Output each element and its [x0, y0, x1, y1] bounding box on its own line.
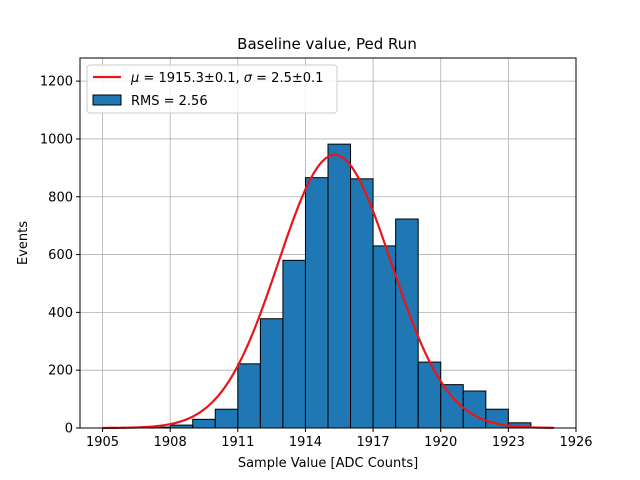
- legend-rms-patch-swatch: [92, 94, 122, 106]
- y-axis-label: Events: [16, 221, 31, 265]
- x-tick-label-5: 1920: [424, 435, 457, 450]
- x-tick-label-7: 1926: [559, 435, 592, 450]
- legend-rms-label: RMS = 2.56: [131, 94, 208, 109]
- legend-mu-symbol: μ: [130, 71, 139, 86]
- y-tick-label-1: 200: [48, 364, 73, 379]
- legend-mu-value: = 1915.3±0.1,: [139, 71, 243, 86]
- x-tick-label-3: 1914: [289, 435, 322, 450]
- histogram-bar-1910: [214, 408, 239, 429]
- x-tick-label-6: 1923: [492, 435, 525, 450]
- legend-sigma-value: = 2.5±0.1: [252, 71, 323, 86]
- histogram-bar-1919: [417, 361, 442, 429]
- legend-box: [86, 64, 338, 114]
- histogram-bar-1915: [327, 143, 352, 429]
- histogram-bar-1916: [350, 178, 374, 429]
- y-tick-label-6: 1200: [40, 75, 73, 90]
- histogram-bar-1920: [440, 384, 464, 429]
- chart-title: Baseline value, Ped Run: [237, 35, 417, 53]
- x-axis-label: Sample Value [ADC Counts]: [238, 456, 418, 471]
- x-tick-label-2: 1911: [221, 435, 254, 450]
- histogram-bar-1909: [192, 418, 216, 429]
- histogram-bar-1914: [304, 177, 329, 429]
- histogram-bar-1918: [395, 218, 419, 429]
- y-tick-label-4: 800: [48, 190, 73, 205]
- y-tick-label-5: 1000: [40, 132, 73, 147]
- x-tick-label-4: 1917: [357, 435, 390, 450]
- legend-fit-label: μ = 1915.3±0.1, σ = 2.5±0.1: [130, 71, 323, 86]
- x-tick-label-0: 1905: [86, 435, 119, 450]
- y-axis-ticks: 0 200 400 600 800 1000 1200: [40, 75, 80, 437]
- x-tick-label-1: 1908: [154, 435, 187, 450]
- histogram-bar-1913: [282, 259, 306, 429]
- y-tick-label-3: 600: [48, 248, 73, 263]
- histogram-bar-1911: [237, 363, 261, 429]
- y-tick-label-0: 0: [65, 422, 73, 437]
- x-axis-ticks: 1905 1908 1911 1914 1917 1920 1923 1926: [86, 428, 593, 450]
- histogram-bar-1917: [372, 245, 397, 429]
- histogram-bar-1912: [259, 318, 284, 429]
- y-tick-label-2: 400: [48, 306, 73, 321]
- legend-sigma-symbol: σ: [244, 71, 253, 86]
- plot-frame: [79, 57, 577, 429]
- histogram-bars: [147, 143, 554, 429]
- gaussian-fit-curve: [102, 153, 554, 430]
- legend: μ = 1915.3±0.1, σ = 2.5±0.1 RMS = 2.56: [86, 64, 338, 114]
